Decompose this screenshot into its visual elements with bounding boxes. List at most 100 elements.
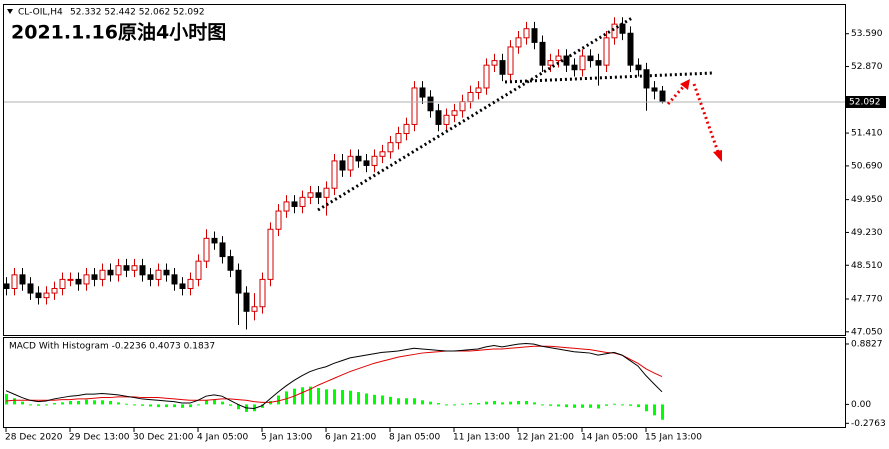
y-tick-label: 49.950 [851,195,883,205]
histogram-bar [301,387,304,405]
candle-body [51,288,58,294]
histogram-bar [381,395,384,405]
candle-body [227,256,234,271]
candle-body [603,37,610,66]
y-tick-label: 47.770 [851,294,883,304]
candle-body [491,60,498,66]
candle-body [347,155,354,171]
y-tick-label: 48.510 [851,261,883,271]
candle-body [35,292,42,299]
x-tick-label: 11 Jan 13:00 [453,433,510,443]
histogram-bar [461,403,464,405]
histogram-bar [285,391,288,405]
candle-body [107,269,114,276]
y-tick-label: 50.690 [851,161,883,171]
candle-body [635,64,642,71]
histogram-bar [341,390,344,405]
y-tick-label: 0.8827 [851,339,883,349]
histogram-bar [173,404,176,408]
candle-body [419,87,426,98]
candle-body [475,87,482,94]
histogram-bar [317,387,320,405]
x-tick-label: 12 Jan 21:00 [517,433,574,443]
candle-body [115,265,122,276]
y-tick-label: -0.2763 [851,419,886,429]
histogram-bar [149,404,152,407]
histogram-bar [213,399,216,405]
x-tick-label: 14 Jan 05:00 [581,433,638,443]
candle-body [395,133,402,144]
candle-body [251,306,258,312]
y-tick-label: 0.00 [851,400,871,410]
candle-body [531,28,538,43]
candle-body [595,60,602,66]
histogram-bar [485,401,488,405]
histogram-bar [437,403,440,405]
candle-body [331,160,338,189]
histogram-bar [333,389,336,405]
candle-body [11,274,18,290]
x-tick-label: 30 Dec 21:00 [133,433,194,443]
histogram-bar [661,404,664,420]
histogram-bar [181,404,184,408]
candle-body [435,110,442,125]
histogram-bar [157,404,160,408]
arrow-head [713,150,722,162]
main-line [5,342,663,410]
candle-body [211,237,218,244]
histogram-bar [261,404,264,408]
histogram-bar [205,400,208,405]
histogram-bar [533,402,536,405]
y-tick-label: 53.590 [851,29,883,39]
candle-body [3,283,10,290]
histogram-bar [325,389,328,405]
histogram-bar [549,404,552,406]
candle-body [291,201,298,207]
candle-body [611,23,618,39]
x-tick-label: 8 Jan 05:00 [389,433,441,443]
x-tick-label: 15 Jan 13:00 [645,433,702,443]
histogram-bar [645,404,648,412]
candle-body [219,242,226,258]
y-tick-label: 52.870 [851,62,883,72]
candle-body [483,64,490,89]
ohlc-readout: 52.332 52.442 52.062 52.092 [70,8,205,18]
candle-body [427,96,434,112]
histogram-bar [29,404,32,406]
histogram-bar [637,404,640,408]
y-tick-label: 49.230 [851,228,883,238]
histogram-bar [653,404,656,416]
x-tick-label: 4 Jan 05:00 [197,433,249,443]
candle-body [83,274,90,285]
histogram-bar [293,388,296,405]
histogram-bar [45,404,48,406]
histogram-bar [53,403,56,405]
histogram-bar [589,404,592,408]
last-price-label: 52.092 [849,97,881,107]
candle-body [235,269,242,294]
histogram-bar [629,404,632,406]
candle-body [355,155,362,162]
x-tick-label: 29 Dec 13:00 [69,433,130,443]
histogram-bar [37,404,40,406]
candle-body [243,292,250,312]
last-price-box [846,95,886,108]
histogram-bar [453,404,456,406]
histogram-bar [237,404,240,410]
candle-body [643,69,650,89]
candle-body [411,87,418,125]
histogram-bar [605,404,608,406]
histogram-bar [5,394,8,405]
histogram-bar [501,402,504,405]
candle-body [155,269,162,280]
histogram-bar [573,404,576,408]
candle-body [523,28,530,39]
histogram-bar [405,398,408,405]
candle-body [651,87,658,92]
candle-body [323,187,330,198]
candle-body [563,55,570,66]
histogram-bar [525,400,528,405]
candle-body [203,237,210,262]
histogram-bar [613,403,616,405]
menu-triangle [7,9,13,14]
